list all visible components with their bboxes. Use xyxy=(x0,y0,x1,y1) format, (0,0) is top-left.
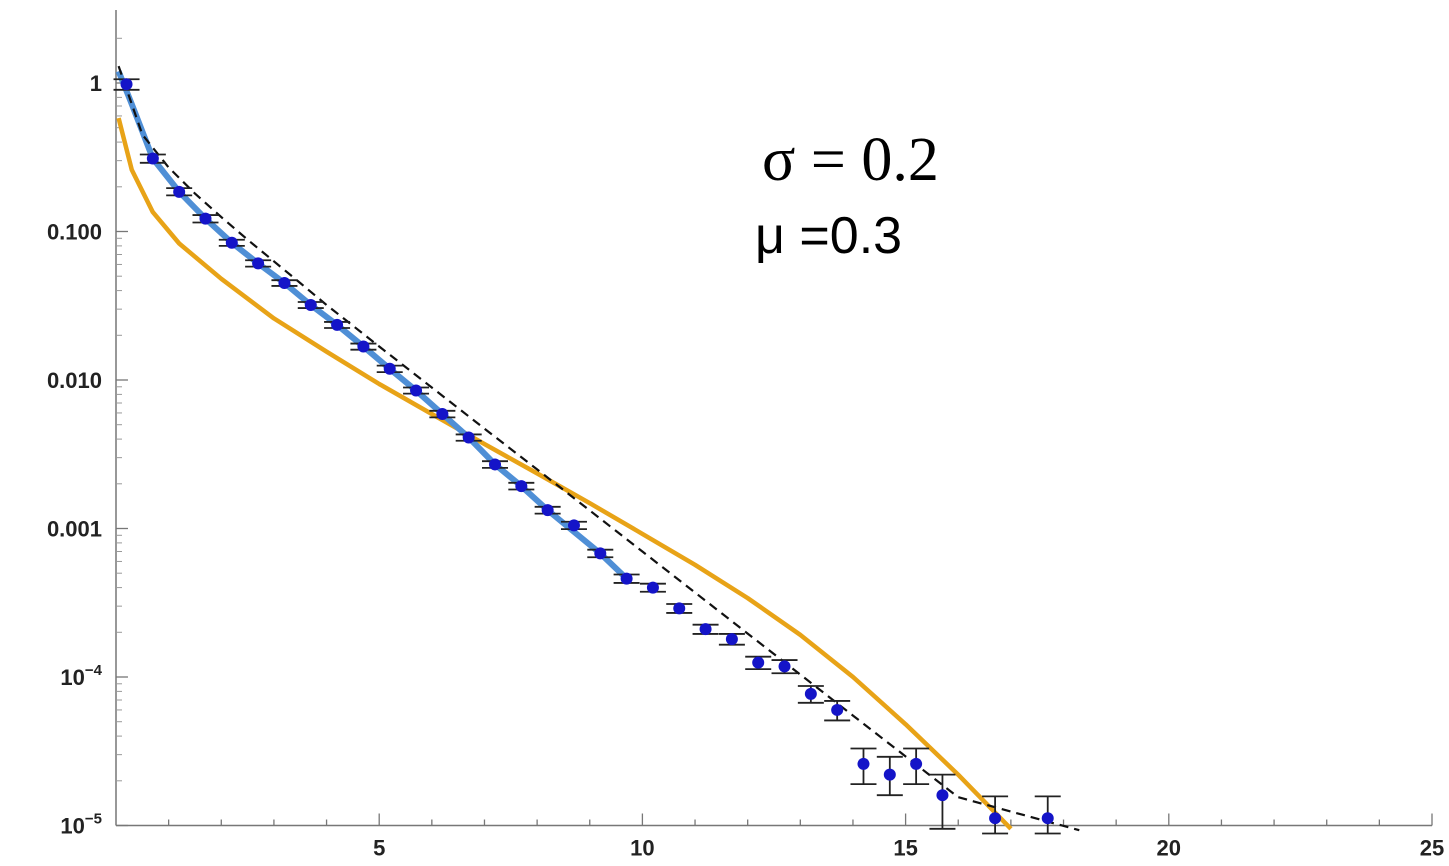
data-point xyxy=(567,519,580,532)
data-point xyxy=(646,581,659,594)
data-point xyxy=(594,547,607,560)
data-point xyxy=(436,408,449,421)
data-point xyxy=(1041,812,1054,825)
data-point xyxy=(699,623,712,636)
blue-curve xyxy=(115,70,629,581)
tick-labels: 5 10 15 20 25 1 0.100 0.010 0.001 10−4 10−5 xyxy=(47,71,1444,861)
data-point xyxy=(383,362,396,375)
data-point xyxy=(489,458,502,471)
data-point xyxy=(252,257,265,270)
y-tick-label: 10−4 xyxy=(60,662,102,690)
data-point xyxy=(199,212,212,225)
data-point xyxy=(225,236,238,249)
y-tick-label: 0.100 xyxy=(47,220,102,245)
mu-annotation: μ =0.3 xyxy=(755,207,902,265)
y-tick-label: 1 xyxy=(90,71,102,96)
data-point xyxy=(304,298,317,311)
orange-curve xyxy=(116,117,1013,831)
data-point xyxy=(857,757,870,770)
data-points xyxy=(120,78,1054,825)
annotations: σ = 0.2 μ =0.3 xyxy=(755,126,939,265)
sigma-annotation: σ = 0.2 xyxy=(762,126,939,194)
data-point xyxy=(725,633,738,646)
data-point xyxy=(673,602,686,615)
data-point xyxy=(752,656,765,669)
data-point xyxy=(515,480,528,493)
x-tick-label: 20 xyxy=(1157,836,1181,861)
data-point xyxy=(146,152,159,165)
data-point xyxy=(462,431,475,444)
axes xyxy=(115,10,1433,827)
data-point xyxy=(357,340,370,353)
x-tick-label: 10 xyxy=(630,836,654,861)
data-point xyxy=(804,687,817,700)
data-point xyxy=(278,276,291,289)
y-tick-label: 0.001 xyxy=(47,517,102,542)
data-point xyxy=(883,768,896,781)
data-point xyxy=(831,703,844,716)
data-point xyxy=(120,78,133,91)
data-point xyxy=(620,572,633,585)
data-point xyxy=(173,185,186,198)
data-point xyxy=(989,812,1002,825)
x-tick-label: 5 xyxy=(373,836,385,861)
x-tick-label: 25 xyxy=(1420,836,1444,861)
data-point xyxy=(936,789,949,802)
x-tick-label: 15 xyxy=(893,836,917,861)
y-tick-label: 0.010 xyxy=(47,368,102,393)
data-point xyxy=(541,504,554,517)
dashed-line xyxy=(117,65,1080,832)
data-point xyxy=(910,757,923,770)
y-tick-label: 10−5 xyxy=(60,811,102,839)
data-point xyxy=(331,318,344,331)
data-point xyxy=(778,660,791,673)
data-point xyxy=(410,384,423,397)
